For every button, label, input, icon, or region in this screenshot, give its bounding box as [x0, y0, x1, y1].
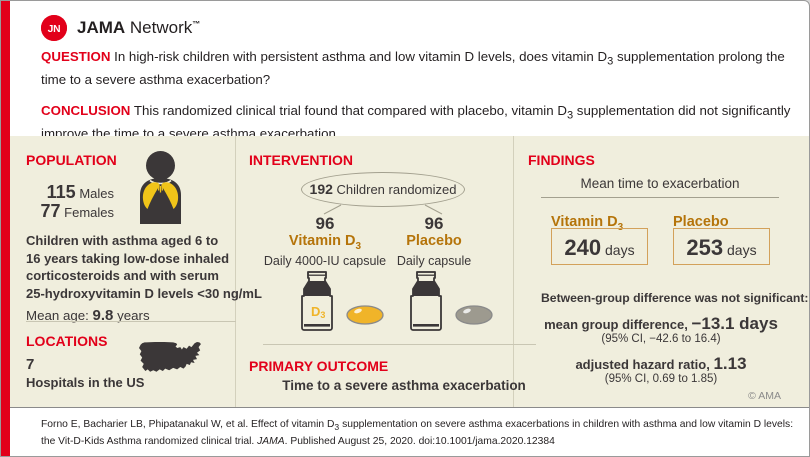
svg-text:D3: D3 — [311, 304, 325, 320]
